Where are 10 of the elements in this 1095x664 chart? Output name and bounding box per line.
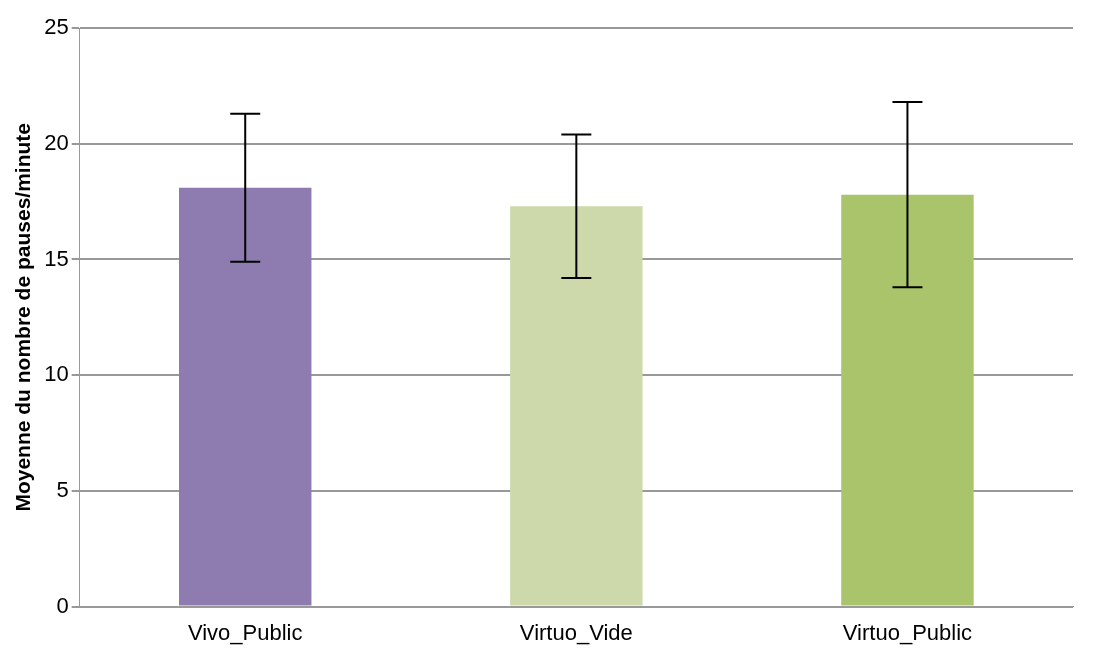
x-tick-label: Vivo_Public	[187, 619, 303, 645]
x-tick-label: Virtuo_Public	[842, 619, 973, 645]
y-tick-label: 15	[44, 245, 69, 271]
x-tick-label: Virtuo_Vide	[519, 619, 633, 645]
y-tick-label: 5	[56, 476, 69, 502]
y-tick-label: 10	[44, 361, 69, 387]
y-tick-label: 20	[44, 129, 69, 155]
y-tick-label: 25	[44, 14, 69, 40]
y-axis-title: Moyenne du nombre de pauses/minute	[11, 123, 35, 512]
y-tick-label: 0	[56, 592, 69, 618]
